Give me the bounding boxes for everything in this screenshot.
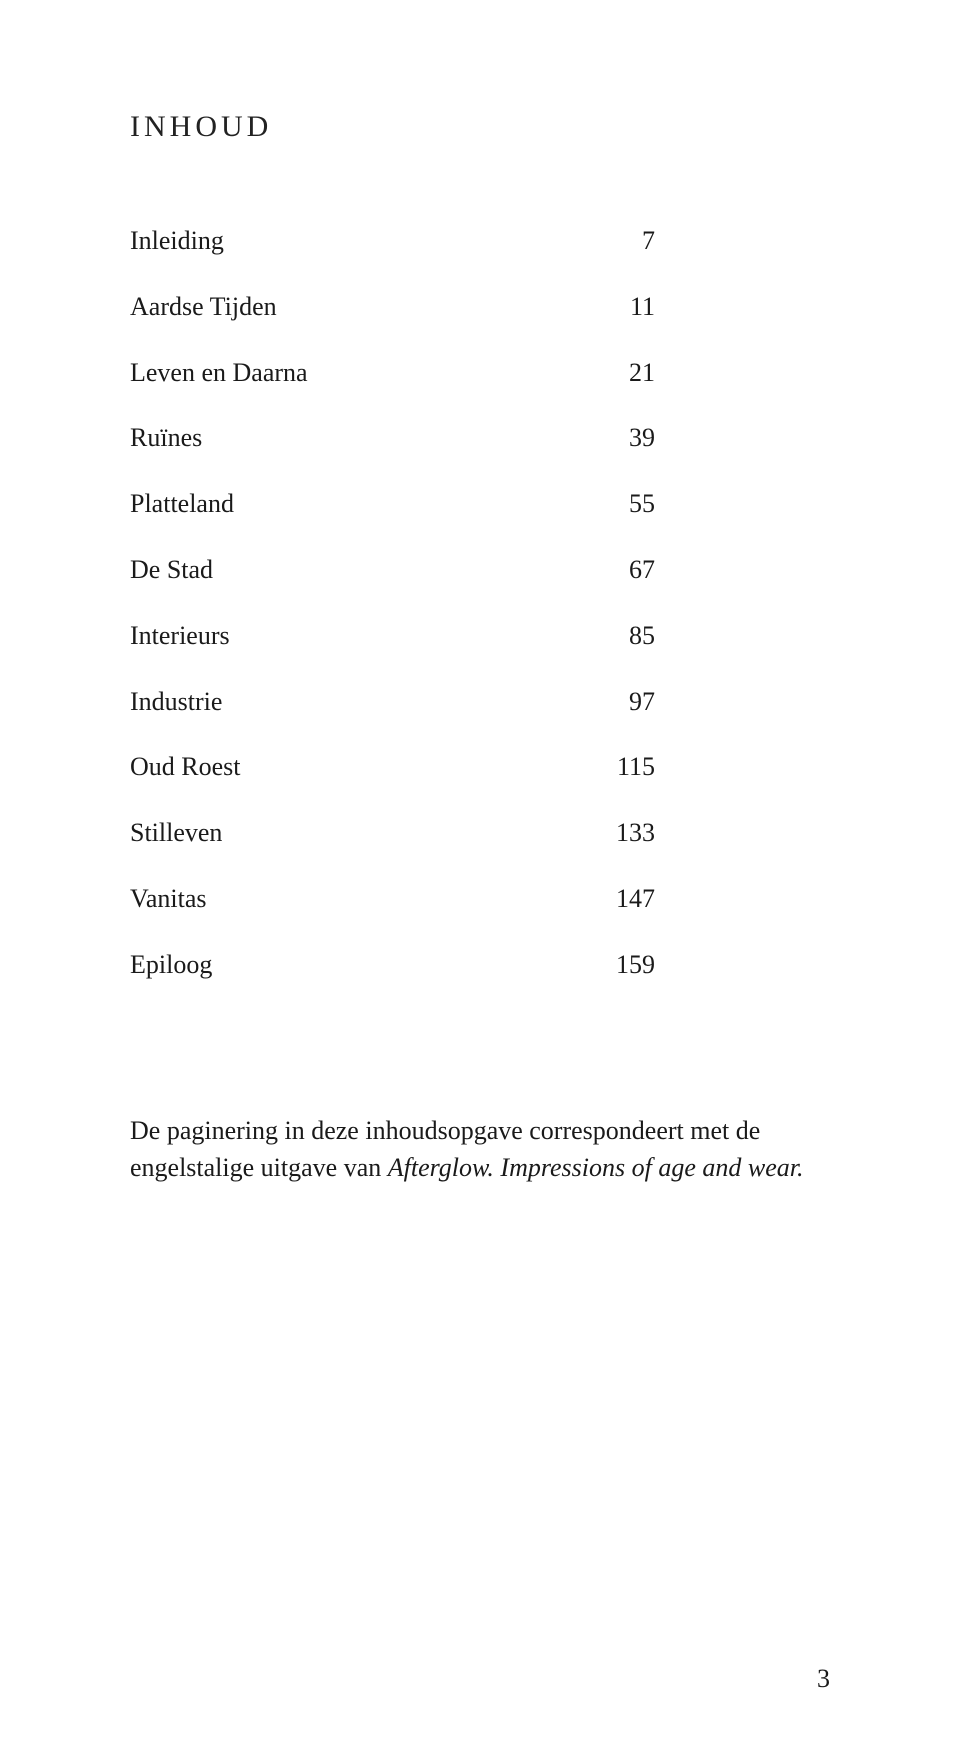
- toc-label: Epiloog: [130, 948, 212, 982]
- toc-row: Leven en Daarna 21: [130, 356, 655, 390]
- toc-page: 147: [595, 882, 655, 916]
- toc-row: Ruïnes 39: [130, 421, 655, 455]
- toc-page: 21: [595, 356, 655, 390]
- note-line2-prefix: engelstalige uitgave van: [130, 1153, 388, 1182]
- toc-row: Vanitas 147: [130, 882, 655, 916]
- pagination-note: De paginering in deze inhoudsopgave corr…: [130, 1112, 830, 1187]
- toc-page: 85: [595, 619, 655, 653]
- toc-row: Inleiding 7: [130, 224, 655, 258]
- table-of-contents: Inleiding 7 Aardse Tijden 11 Leven en Da…: [130, 224, 655, 982]
- toc-label: Ruïnes: [130, 421, 202, 455]
- toc-row: Interieurs 85: [130, 619, 655, 653]
- toc-page: 97: [595, 685, 655, 719]
- toc-row: Aardse Tijden 11: [130, 290, 655, 324]
- note-line1: De paginering in deze inhoudsopgave corr…: [130, 1116, 760, 1145]
- toc-page: 7: [595, 224, 655, 258]
- toc-page: 11: [595, 290, 655, 324]
- toc-label: Industrie: [130, 685, 222, 719]
- toc-row: De Stad 67: [130, 553, 655, 587]
- section-heading: INHOUD: [130, 110, 830, 144]
- toc-page: 115: [595, 750, 655, 784]
- page: INHOUD Inleiding 7 Aardse Tijden 11 Leve…: [0, 0, 960, 1754]
- note-line2-title: Afterglow. Impressions of age and wear.: [388, 1153, 804, 1182]
- toc-row: Platteland 55: [130, 487, 655, 521]
- toc-page: 159: [595, 948, 655, 982]
- toc-page: 67: [595, 553, 655, 587]
- toc-label: Vanitas: [130, 882, 207, 916]
- toc-row: Industrie 97: [130, 685, 655, 719]
- toc-label: Platteland: [130, 487, 234, 521]
- toc-page: 133: [595, 816, 655, 850]
- toc-page: 55: [595, 487, 655, 521]
- toc-label: Oud Roest: [130, 750, 241, 784]
- toc-page: 39: [595, 421, 655, 455]
- toc-label: Interieurs: [130, 619, 230, 653]
- toc-label: Stilleven: [130, 816, 222, 850]
- toc-label: De Stad: [130, 553, 213, 587]
- toc-label: Leven en Daarna: [130, 356, 308, 390]
- toc-row: Stilleven 133: [130, 816, 655, 850]
- page-number: 3: [817, 1664, 830, 1694]
- toc-label: Inleiding: [130, 224, 224, 258]
- toc-row: Epiloog 159: [130, 948, 655, 982]
- toc-label: Aardse Tijden: [130, 290, 277, 324]
- toc-row: Oud Roest 115: [130, 750, 655, 784]
